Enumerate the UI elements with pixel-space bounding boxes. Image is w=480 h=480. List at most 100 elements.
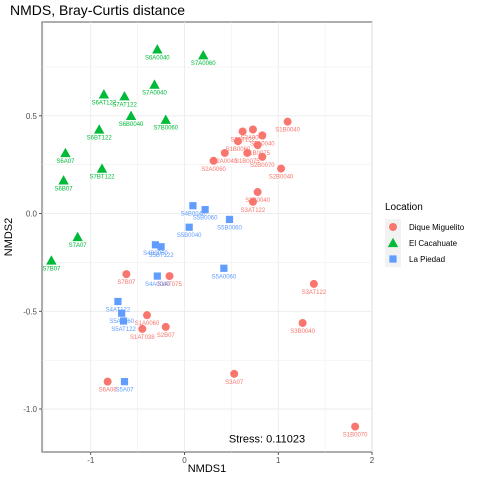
- point-label: S5A07: [115, 388, 134, 394]
- point-label: S2AT122: [230, 137, 255, 143]
- data-point-circle: [161, 322, 170, 331]
- point-label: S7B0060: [153, 126, 178, 132]
- point-label: S7AT122: [112, 102, 137, 108]
- y-tick-label: 0.0: [26, 210, 38, 219]
- legend-title: Location: [385, 202, 423, 213]
- point-label: S7B07: [117, 280, 136, 286]
- x-axis-ticks: -1 0 1 2: [87, 452, 375, 465]
- data-point-circle: [258, 131, 267, 140]
- data-point-circle: [238, 127, 247, 136]
- point-label: S1B0075: [245, 151, 270, 157]
- data-point-circle: [248, 125, 257, 134]
- data-point-triangle: [58, 175, 69, 185]
- data-point-square: [185, 223, 193, 231]
- data-point-circle: [233, 137, 242, 146]
- y-tick-label: -0.5: [23, 307, 37, 316]
- plot-panel: [41, 21, 373, 453]
- data-point-square: [153, 272, 161, 280]
- y-tick-label: 0.5: [26, 112, 38, 121]
- point-label: S6A07: [56, 159, 75, 165]
- data-point-square: [220, 264, 228, 272]
- data-point-triangle: [152, 44, 163, 54]
- point-label: S5A0060: [109, 319, 134, 325]
- x-tick-label: 2: [370, 456, 375, 465]
- legend-label: Dique Miguelito: [409, 223, 465, 232]
- y-axis-title: NMDS2: [3, 218, 15, 257]
- point-label: S2B07: [157, 333, 176, 339]
- data-point-circle: [258, 152, 267, 161]
- point-label: S1B0070: [343, 433, 368, 439]
- legend-key-circle: [389, 223, 397, 231]
- point-label: S3A07: [225, 380, 244, 386]
- data-point-square: [157, 243, 165, 251]
- point-label: S1B0075: [235, 159, 260, 165]
- point-label: S7A0060: [191, 61, 216, 67]
- point-label: S1A0040: [250, 141, 275, 147]
- data-point-circle: [309, 279, 318, 288]
- data-point-triangle: [160, 114, 171, 124]
- point-label: S7B07: [42, 266, 61, 272]
- x-axis-title: NMDS1: [188, 463, 227, 475]
- data-point-triangle: [60, 147, 71, 158]
- legend: Location Dique Miguelito El Cacahuate La P…: [385, 202, 465, 267]
- data-point-square: [201, 206, 209, 214]
- point-label: S3B0040: [290, 329, 315, 335]
- data-point-circle: [253, 188, 262, 197]
- point-label: S1AT038: [130, 335, 155, 341]
- point-label: S6B0040: [119, 122, 144, 128]
- point-label: S2A0060: [201, 167, 226, 173]
- data-point-square: [225, 215, 234, 224]
- point-label: S7A07: [69, 243, 88, 249]
- point-label: S3B0040: [245, 198, 270, 204]
- point-label: S4AT122: [106, 308, 131, 314]
- data-point-triangle: [149, 79, 160, 89]
- point-label: S1B0060: [226, 147, 251, 153]
- data-point-triangle: [119, 91, 130, 101]
- point-label: S2B0070: [250, 163, 275, 169]
- point-label: S4A0040: [145, 282, 170, 288]
- legend-key-triangle: [387, 237, 399, 248]
- legend-label: La Piedad: [409, 255, 445, 264]
- data-point-circle: [277, 164, 286, 173]
- stress-annotation: Stress: 0.11023: [229, 433, 305, 445]
- data-points: [46, 44, 360, 431]
- y-tick-label: -1.0: [23, 405, 37, 414]
- x-tick-label: 0: [182, 456, 187, 465]
- data-point-circle: [138, 324, 147, 333]
- data-point-triangle: [93, 124, 105, 134]
- data-point-square: [119, 317, 128, 325]
- point-label: S6B07: [55, 186, 74, 192]
- x-tick-label: 1: [276, 456, 281, 465]
- point-label: S5B0060: [193, 216, 218, 222]
- point-label: S5A0060: [212, 274, 237, 280]
- grid-lines: [42, 22, 373, 452]
- data-point-circle: [283, 117, 292, 126]
- data-point-square: [151, 241, 160, 249]
- data-point-triangle: [96, 163, 108, 173]
- chart-title: NMDS, Bray-Curtis distance: [10, 2, 186, 18]
- point-label: S6BT122: [87, 136, 113, 142]
- point-label: S7A0040: [142, 91, 167, 97]
- data-point-circle: [243, 148, 252, 157]
- point-label: S3AT122: [302, 290, 327, 296]
- data-point-circle: [248, 197, 257, 206]
- point-label: S4B0040: [181, 212, 206, 218]
- data-point-square: [189, 202, 197, 210]
- data-point-circle: [143, 311, 151, 320]
- data-point-circle: [165, 272, 174, 281]
- data-point-square: [120, 378, 129, 386]
- point-label: S3A0040: [241, 136, 266, 142]
- data-point-triangle: [98, 89, 110, 99]
- data-point-circle: [351, 422, 360, 431]
- point-label: S4B0060: [143, 251, 168, 257]
- point-label: S6A0040: [145, 55, 170, 61]
- data-point-circle: [253, 141, 262, 150]
- point-label: S5B0060: [217, 225, 242, 231]
- data-point-triangle: [198, 50, 209, 60]
- data-point-triangle: [72, 231, 83, 242]
- data-point-triangle: [46, 255, 57, 265]
- data-point-square: [118, 309, 126, 317]
- data-point-circle: [230, 369, 239, 378]
- data-point-circle: [209, 156, 218, 165]
